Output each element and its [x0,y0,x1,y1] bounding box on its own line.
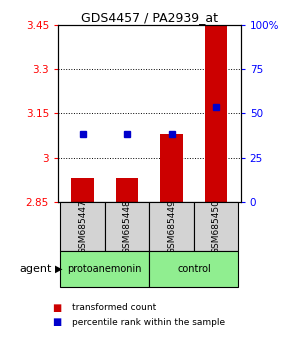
Bar [60,202,105,251]
Text: agent: agent [20,264,52,274]
Bar [60,251,149,287]
Bar [149,202,194,251]
Bar [194,202,238,251]
Bar [116,178,138,202]
Bar [149,251,238,287]
Text: ▶: ▶ [55,264,63,274]
Text: GSM685447: GSM685447 [78,199,87,254]
Bar [205,25,227,202]
Text: protoanemonin: protoanemonin [68,264,142,274]
Text: ■: ■ [52,303,61,313]
Bar [71,178,94,202]
Text: percentile rank within the sample: percentile rank within the sample [72,318,226,327]
Text: GSM685448: GSM685448 [123,199,132,254]
Title: GDS4457 / PA2939_at: GDS4457 / PA2939_at [81,11,218,24]
Text: ■: ■ [52,317,61,327]
Text: GSM685450: GSM685450 [212,199,221,254]
Bar [160,134,183,202]
Bar [105,202,149,251]
Text: transformed count: transformed count [72,303,157,313]
Text: GSM685449: GSM685449 [167,199,176,254]
Text: control: control [177,264,211,274]
